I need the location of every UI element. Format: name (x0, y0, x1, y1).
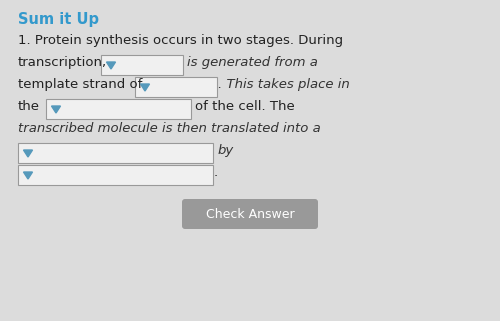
Text: .: . (214, 166, 218, 179)
Text: the: the (18, 100, 40, 113)
FancyBboxPatch shape (18, 143, 213, 163)
Text: transcribed molecule is then translated into a: transcribed molecule is then translated … (18, 122, 321, 135)
FancyBboxPatch shape (101, 55, 183, 75)
Text: template strand of: template strand of (18, 78, 142, 91)
Polygon shape (24, 172, 32, 179)
FancyBboxPatch shape (18, 165, 213, 185)
Text: . This takes place in: . This takes place in (218, 78, 350, 91)
FancyBboxPatch shape (46, 99, 191, 119)
FancyBboxPatch shape (135, 77, 217, 97)
Polygon shape (140, 84, 149, 91)
Text: of the cell. The: of the cell. The (195, 100, 295, 113)
Text: 1. Protein synthesis occurs in two stages. During: 1. Protein synthesis occurs in two stage… (18, 34, 343, 47)
Polygon shape (24, 150, 32, 157)
Polygon shape (52, 106, 60, 113)
Text: by: by (218, 144, 234, 157)
Text: Check Answer: Check Answer (206, 207, 294, 221)
Text: is generated from a: is generated from a (187, 56, 318, 69)
Polygon shape (106, 62, 116, 69)
Text: transcription,: transcription, (18, 56, 107, 69)
FancyBboxPatch shape (182, 199, 318, 229)
Text: Sum it Up: Sum it Up (18, 12, 99, 27)
